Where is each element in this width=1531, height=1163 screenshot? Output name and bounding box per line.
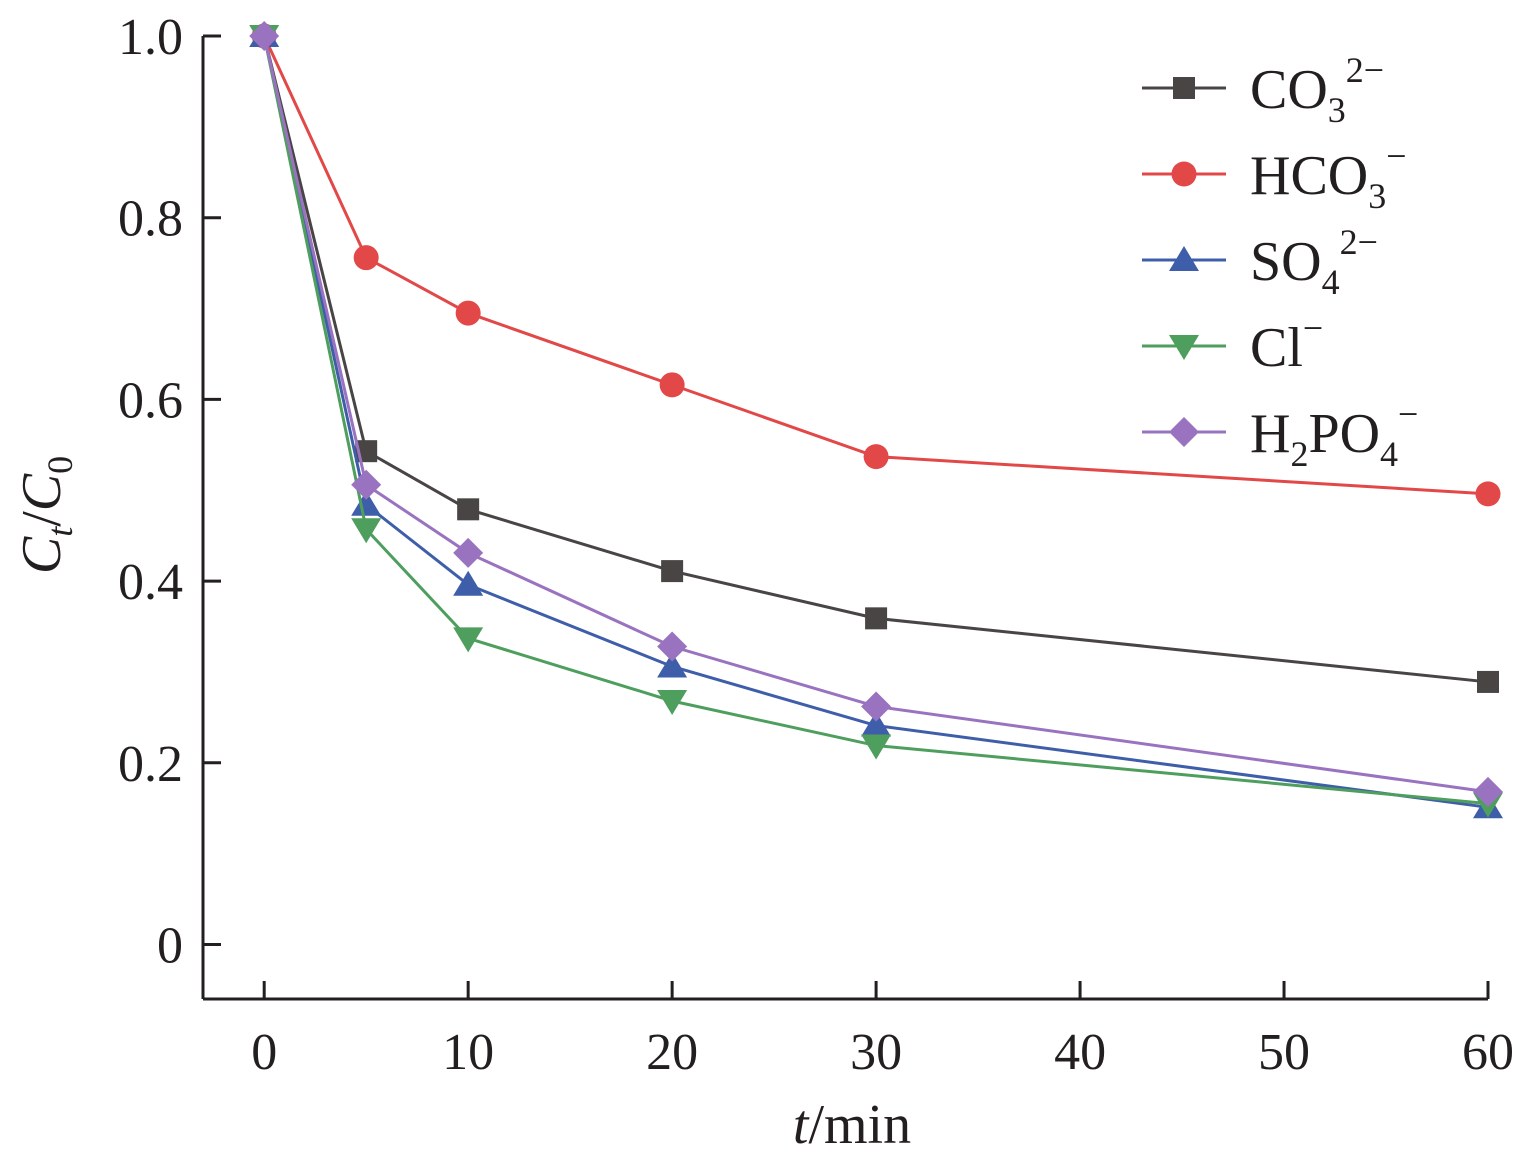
legend-entry: Cl− [1142,308,1323,379]
y-tick-label: 0 [157,917,183,974]
series-0 [253,25,1499,693]
y-axis-title: Ct/C0 [11,456,80,574]
x-tick-label: 0 [251,1024,277,1081]
series-line [262,35,1489,806]
data-point [351,469,382,500]
series-1 [251,23,1501,507]
data-point [453,537,484,568]
data-point [865,607,888,630]
legend-marker [1169,335,1199,360]
data-point [863,444,889,470]
y-tick-label: 0.2 [118,736,183,793]
legend: CO32−HCO3−SO42−Cl− H2PO4− [1142,50,1418,474]
x-tick-label: 40 [1054,1024,1106,1081]
data-point [861,691,892,722]
legend-label: CO32− [1250,50,1384,130]
x-axis-title: t/min [793,1094,911,1156]
legend-entry: H2PO4− [1142,394,1418,474]
legend-marker [1171,161,1197,187]
data-point [861,734,892,760]
x-tick-label: 20 [646,1024,698,1081]
x-tick-label: 10 [442,1024,494,1081]
series-line [262,35,1489,794]
data-point [659,372,685,398]
series-line [262,35,1489,496]
data-point [453,570,484,596]
legend-marker [1169,417,1199,447]
y-tick-label: 1.0 [118,9,183,66]
series-4 [249,21,1503,807]
data-point [351,518,382,544]
data-point [453,627,484,653]
x-tick-label: 30 [850,1024,902,1081]
legend-entry: SO42− [1142,222,1378,302]
data-point [657,631,688,662]
legend-marker [1173,77,1195,99]
x-tick-label: 60 [1462,1024,1514,1081]
data-point [661,560,684,583]
y-tick-label: 0.4 [118,554,183,611]
data-point [351,490,382,516]
series-line [262,35,1489,684]
x-tick-label: 50 [1258,1024,1310,1081]
y-tick-label: 0.6 [118,372,183,429]
legend-label: Cl− [1250,308,1323,379]
data-point [457,498,480,521]
data-point [353,245,379,271]
legend-label: HCO3− [1250,136,1407,216]
series-layer [249,21,1503,819]
data-point [1477,670,1499,693]
data-point [861,711,892,737]
legend-marker [1169,246,1199,271]
data-point [249,21,280,51]
legend-entry: CO32− [1142,50,1384,130]
series-line [262,35,1489,809]
data-point [1473,776,1503,807]
data-point [657,652,688,678]
legend-label: H2PO4− [1250,394,1418,474]
data-point [657,690,688,716]
legend-entry: HCO3− [1142,136,1407,216]
y-tick-label: 0.8 [118,191,183,248]
data-point [455,300,481,326]
axes: 0 0.2 0.4 0.6 0.8 1.0 0 10 20 30 40 50 60 [118,9,1514,1081]
legend-label: SO42− [1250,222,1378,302]
data-point [1475,481,1501,507]
